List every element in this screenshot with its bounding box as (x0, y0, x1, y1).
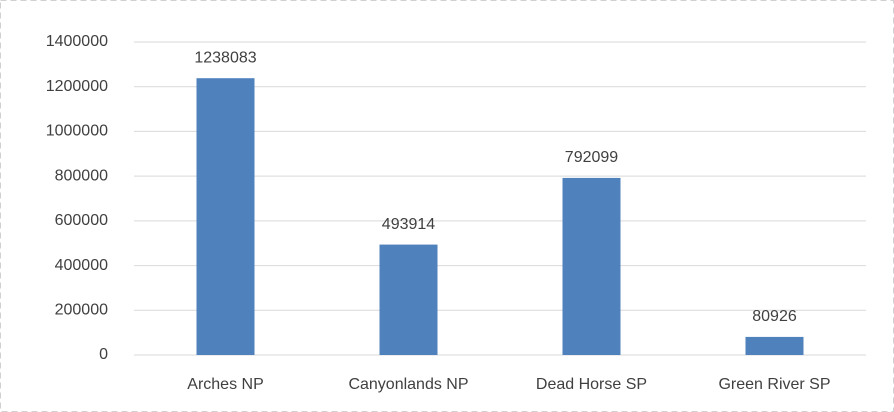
x-tick-label: Arches NP (187, 376, 263, 393)
data-label: 792099 (565, 149, 618, 166)
data-label: 1238083 (194, 49, 256, 66)
x-tick-label: Green River SP (718, 376, 830, 393)
y-tick-label: 1200000 (46, 78, 108, 95)
x-tick-label: Canyonlands NP (348, 376, 468, 393)
y-tick-label: 400000 (55, 257, 108, 274)
y-tick-label: 200000 (55, 302, 108, 319)
bar (745, 336, 804, 355)
bar (379, 244, 438, 355)
data-label: 80926 (752, 308, 797, 325)
data-label: 493914 (382, 216, 435, 233)
y-tick-label: 800000 (55, 167, 108, 184)
bar (562, 177, 621, 355)
y-tick-label: 0 (99, 346, 108, 363)
bar (196, 78, 255, 355)
y-tick-label: 1000000 (46, 123, 108, 140)
y-tick-label: 1400000 (46, 33, 108, 50)
x-tick-label: Dead Horse SP (536, 376, 647, 393)
y-tick-label: 600000 (55, 212, 108, 229)
